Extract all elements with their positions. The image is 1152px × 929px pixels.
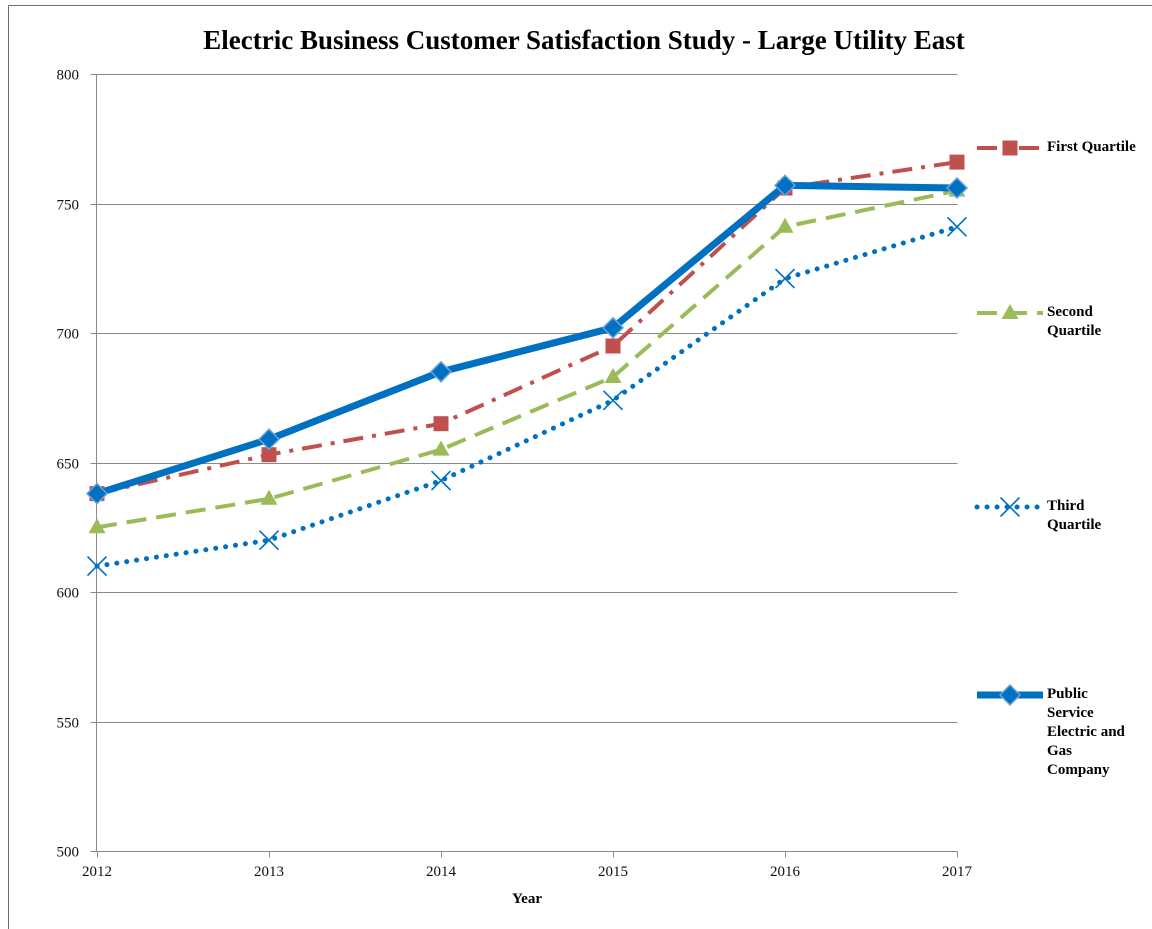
data-point-public-service-electric-and-gas-company-2014 — [429, 360, 453, 383]
series-first-quartile — [89, 154, 965, 502]
data-point-second-quartile-2014 — [432, 440, 450, 456]
series-line-first-quartile — [96, 160, 958, 496]
series-second-quartile — [88, 181, 966, 534]
series-third-quartile — [86, 216, 968, 577]
x-tick-label: 2014 — [426, 864, 457, 880]
legend-key-third-quartile — [974, 496, 1046, 518]
x-axis-title: Year — [512, 891, 542, 907]
legend-label-second-quartile: Second Quartile — [1047, 304, 1102, 339]
legend-key-second-quartile — [977, 304, 1043, 319]
legend-key-first-quartile — [977, 140, 1043, 156]
x-tick-label: 2012 — [82, 864, 112, 880]
legend-marker-first-quartile — [1002, 140, 1018, 156]
data-point-first-quartile-2015 — [605, 338, 621, 354]
data-point-third-quartile-2016 — [774, 268, 796, 289]
data-point-third-quartile-2012 — [86, 556, 108, 577]
series-public-service-electric-and-gas-company — [85, 174, 969, 505]
chart-frame — [8, 5, 1152, 929]
gridlines — [96, 74, 958, 723]
x-tick-label: 2016 — [770, 864, 801, 880]
data-point-third-quartile-2017 — [946, 216, 968, 237]
legend-label-first-quartile: First Quartile — [1047, 139, 1136, 155]
data-point-third-quartile-2015 — [602, 390, 624, 411]
data-point-third-quartile-2013 — [258, 530, 280, 551]
series-line-third-quartile — [94, 224, 960, 569]
data-point-third-quartile-2014 — [430, 470, 452, 491]
y-tick-label: 650 — [57, 457, 80, 473]
data-point-second-quartile-2013 — [260, 489, 278, 505]
data-point-first-quartile-2014 — [433, 416, 449, 432]
y-tick-label: 800 — [57, 68, 80, 84]
legend-marker-second-quartile — [1001, 304, 1019, 319]
data-point-public-service-electric-and-gas-company-2017 — [945, 176, 969, 200]
data-point-second-quartile-2012 — [88, 518, 106, 534]
y-tick-label: 500 — [57, 845, 80, 861]
legend-label-public-service-electric-and-gas-company: Public Service Electric and Gas Company — [1047, 686, 1125, 778]
legend-label-third-quartile: Third Quartile — [1047, 498, 1102, 533]
data-point-public-service-electric-and-gas-company-2012 — [85, 482, 109, 505]
data-point-second-quartile-2016 — [776, 217, 794, 233]
y-tick-label: 550 — [57, 716, 80, 732]
y-tick-label: 600 — [57, 586, 80, 602]
x-tick-label: 2013 — [254, 864, 284, 880]
legend-key-public-service-electric-and-gas-company — [977, 683, 1043, 707]
legend-marker-third-quartile — [999, 496, 1021, 518]
y-tick-label: 750 — [57, 198, 80, 214]
data-point-second-quartile-2015 — [604, 368, 622, 383]
chart-title: Electric Business Customer Satisfaction … — [203, 25, 964, 55]
plot-series — [85, 154, 969, 577]
axes: 500 550 600 650 700 750 800 2012 2013 2014 2015 201… — [57, 68, 973, 881]
data-point-public-service-electric-and-gas-company-2015 — [601, 316, 625, 339]
x-tick-label: 2015 — [598, 864, 628, 880]
series-line-public-service-electric-and-gas-company — [95, 181, 958, 497]
data-point-first-quartile-2013 — [261, 447, 277, 463]
legend-marker-public-service-electric-and-gas-company — [998, 683, 1022, 707]
series-line-second-quartile — [96, 188, 958, 530]
data-point-public-service-electric-and-gas-company-2013 — [257, 428, 281, 451]
data-point-public-service-electric-and-gas-company-2016 — [773, 174, 797, 197]
legend-keys — [974, 140, 1046, 707]
y-tick-label: 700 — [57, 327, 80, 343]
x-tick-label: 2017 — [942, 864, 973, 880]
data-point-first-quartile-2017 — [949, 154, 965, 170]
